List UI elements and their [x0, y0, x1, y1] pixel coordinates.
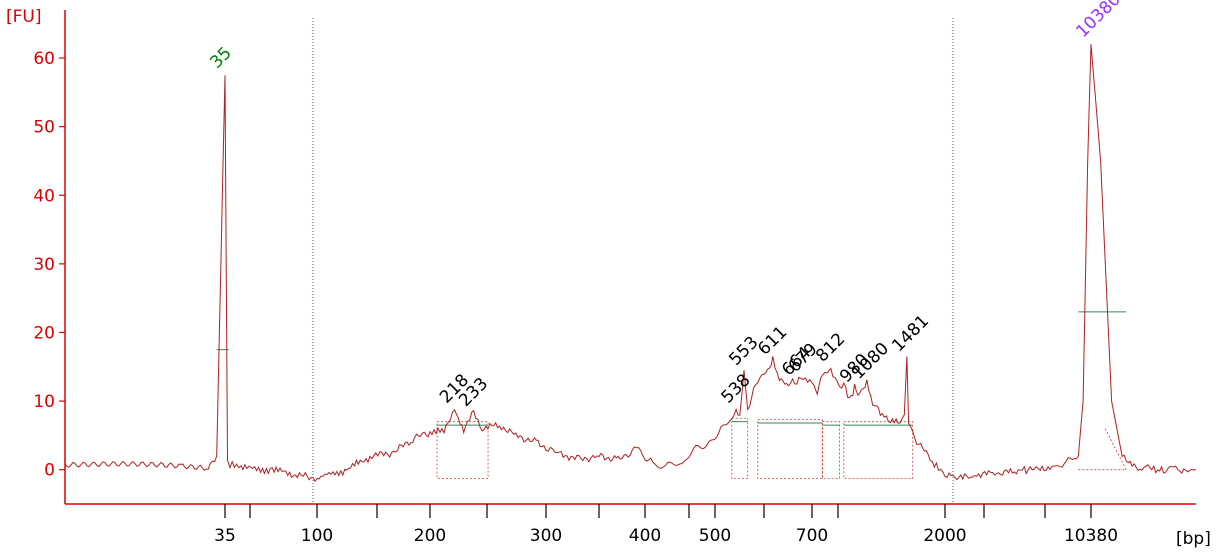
peak-region — [843, 421, 914, 480]
y-tick-label: 60 — [33, 49, 55, 69]
y-tick-label: 30 — [33, 255, 55, 275]
y-ticks: 0 10 20 30 40 50 60 — [33, 49, 65, 481]
peak-label: 812 — [812, 329, 849, 366]
y-tick-label: 40 — [33, 186, 55, 206]
x-tick-label: 35 — [214, 526, 236, 546]
x-tick-label: 100 — [301, 526, 333, 546]
y-tick-label: 50 — [33, 118, 55, 138]
marker-label: 10380 — [1072, 0, 1124, 42]
peak-regions — [216, 311, 1127, 480]
x-tick-label: 2000 — [923, 526, 966, 546]
x-tick-label: 500 — [699, 526, 731, 546]
marker-label: 35 — [206, 43, 235, 72]
series-trace — [64, 44, 1197, 483]
gate-lines — [312, 18, 954, 504]
marker-region — [1078, 428, 1127, 471]
x-axis-label: [bp] — [1176, 529, 1211, 549]
y-tick-label: 0 — [44, 461, 55, 481]
peak-region — [731, 417, 749, 480]
peak-region — [436, 421, 489, 480]
x-tick-label: 200 — [414, 526, 446, 546]
y-axis-label: [FU] — [6, 7, 42, 27]
peak-label: 538 — [718, 370, 755, 407]
x-tick-label: 400 — [629, 526, 661, 546]
marker-peaks: 35 10380 — [206, 0, 1124, 73]
peak-region — [757, 419, 823, 480]
peak-region — [822, 421, 840, 480]
peak-label: 1481 — [888, 311, 933, 356]
x-ticks: 35 100 200 300 400 500 700 2000 10380 — [214, 504, 1118, 546]
y-tick-label: 20 — [33, 323, 55, 343]
peak-label: 553 — [725, 333, 762, 370]
y-tick-label: 10 — [33, 392, 55, 412]
peak-label: 611 — [754, 322, 791, 359]
x-tick-label: 700 — [796, 526, 828, 546]
x-tick-label: 300 — [530, 526, 562, 546]
x-tick-label: 10380 — [1064, 526, 1118, 546]
